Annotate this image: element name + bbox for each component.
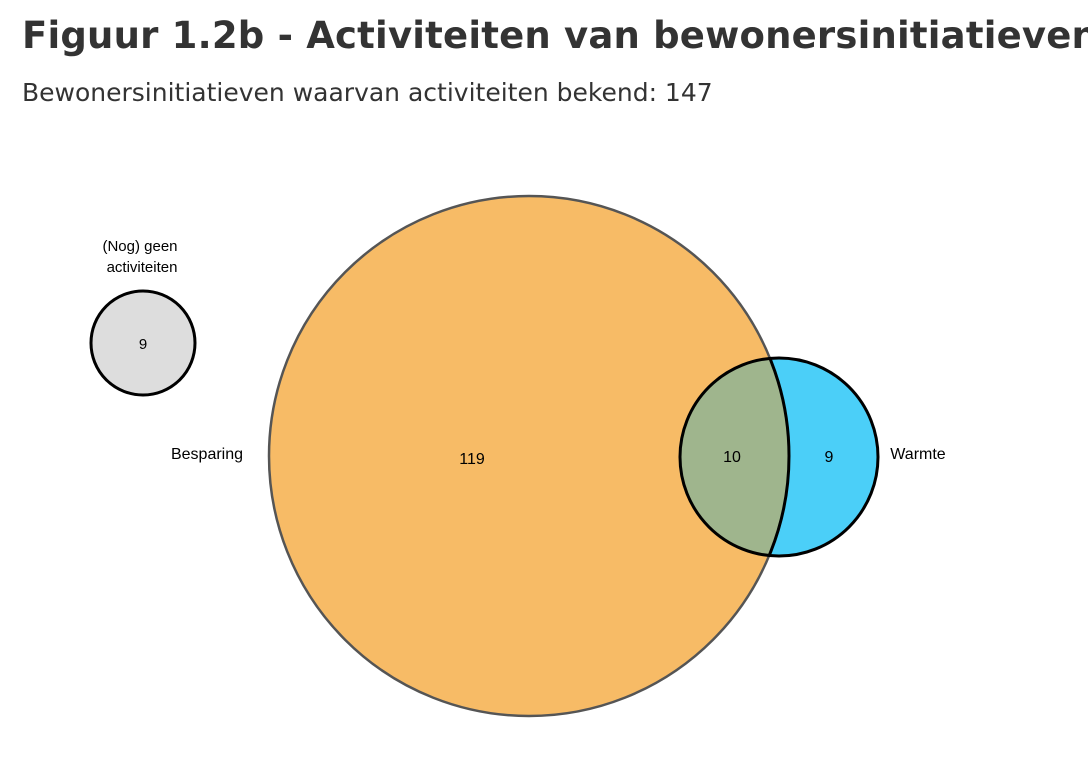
geen-activiteiten-count: 9 [139,336,147,353]
page-title: Figuur 1.2b - Activiteiten van bewonersi… [22,14,1088,57]
besparing-count: 119 [459,451,485,468]
besparing-boundary-in-warmte [680,358,791,556]
warmte-count: 9 [825,449,834,466]
warmte-label: Warmte [890,446,946,463]
geen-activiteiten-label-line-1: (Nog) geen [102,238,177,255]
page-subtitle: Bewonersinitiatieven waarvan activiteite… [22,78,713,107]
geen-activiteiten-circle [89,289,197,397]
intersection-count: 10 [723,449,741,466]
warmte-circle-outline [678,356,880,558]
geen-activiteiten-label-line-2: activiteiten [107,259,178,276]
besparing-label: Besparing [171,446,243,463]
